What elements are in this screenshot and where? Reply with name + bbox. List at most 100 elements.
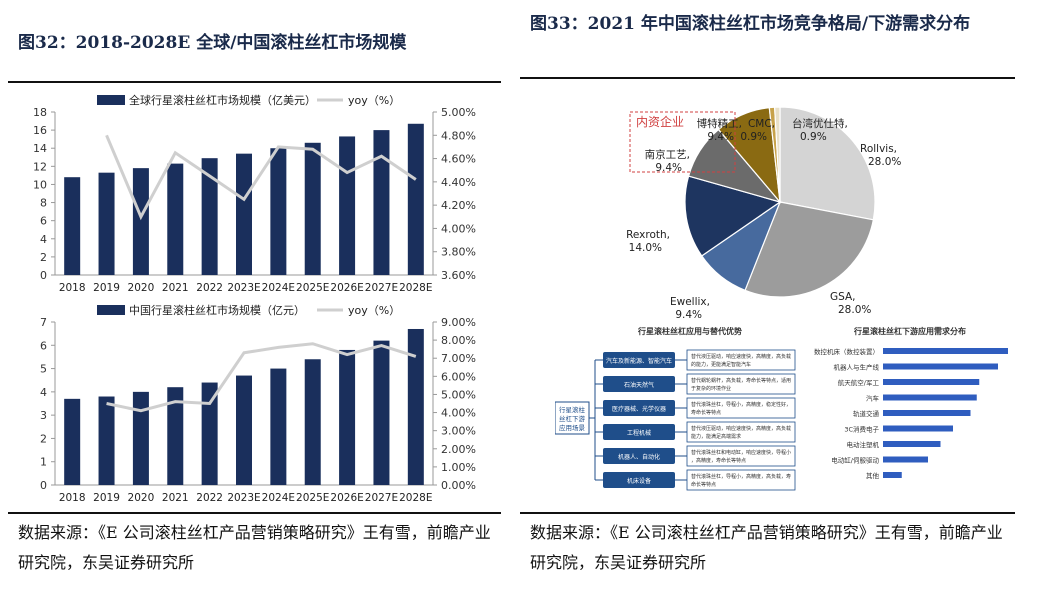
diagram-root-label: 行星滚柱: [559, 405, 586, 414]
demand-bar: [883, 394, 977, 401]
bar: [304, 142, 321, 275]
x-tick-label: 2019: [93, 282, 120, 294]
diagram-row-label: 机器人、自动化: [618, 453, 660, 461]
pie-label: 台湾优仕特,: [792, 117, 848, 130]
right-title-rule: [520, 77, 1015, 79]
bar: [407, 328, 424, 485]
y2-tick-label: 5.00%: [441, 106, 476, 119]
diagram-desc-line1: 替代滚珠丝杠，导程小，高精度，高负载，寿: [691, 473, 791, 480]
legend-line-label: yoy（%）: [348, 94, 400, 107]
bar: [167, 387, 184, 485]
left-source-rule: [8, 512, 501, 514]
pie-value-label: 0.9%: [740, 131, 767, 143]
pie-slice: [744, 201, 875, 298]
demand-bar: [883, 425, 953, 432]
y2-tick-label: 1.00%: [441, 461, 476, 474]
x-tick-label: 2024E: [262, 282, 295, 294]
diagram-desc-box: [686, 445, 796, 467]
bar: [132, 168, 149, 275]
x-tick-label: 2026E: [330, 282, 363, 294]
bar: [201, 382, 218, 485]
bar: [167, 163, 184, 275]
pie-label: 博特精工,: [697, 117, 742, 130]
demand-bar: [883, 379, 980, 385]
bar: [373, 130, 390, 275]
diagram-row-label: 工程机械: [627, 429, 651, 437]
legend-bar-swatch: [97, 305, 125, 315]
y-tick-label: 6: [40, 339, 47, 352]
x-tick-label: 2027E: [365, 492, 398, 504]
x-tick-label: 2019: [93, 492, 120, 504]
demand-bar: [883, 472, 902, 478]
legend-line-label: yoy（%）: [348, 304, 400, 317]
bar: [270, 368, 287, 485]
demand-category-label: 电动注塑机: [847, 440, 880, 449]
demand-bar: [883, 363, 998, 370]
demand-bar: [883, 456, 928, 463]
diagram-title: 行星滚柱丝杠应用与替代优势: [637, 326, 742, 336]
y2-tick-label: 7.00%: [441, 352, 476, 365]
demand-category-label: 汽车: [866, 394, 880, 403]
y-tick-label: 4: [40, 386, 47, 399]
y-tick-label: 8: [40, 197, 47, 210]
pie-value-label: 9.4%: [707, 131, 734, 143]
demand-category-label: 机器人与生产线: [834, 363, 880, 372]
diagram-row-box: [603, 400, 675, 416]
x-tick-label: 2025E: [296, 492, 329, 504]
y-tick-label: 2: [40, 251, 47, 264]
y2-tick-label: 4.40%: [441, 176, 476, 189]
diagram-row-label: 医疗器械、光学仪器: [612, 405, 666, 413]
diagram-desc-line1: 替代液压驱动，响应速度快，高精度，高负载: [691, 425, 791, 432]
diagram-desc-box: [686, 421, 796, 443]
x-tick-label: 2028E: [399, 492, 432, 504]
x-tick-label: 2023E: [227, 492, 260, 504]
x-tick-label: 2025E: [296, 282, 329, 294]
x-tick-label: 2018: [59, 492, 86, 504]
demand-category-label: 数控机床（数控装置）: [814, 347, 879, 356]
yoy-line: [105, 134, 417, 221]
pie-slice: [684, 175, 782, 257]
legend-bar-swatch: [97, 95, 125, 105]
x-tick-label: 2020: [128, 492, 155, 504]
diagram-root-box: [555, 401, 590, 435]
domestic-group-box: [629, 111, 736, 173]
y2-tick-label: 9.00%: [441, 316, 476, 329]
demand-category-label: 3C消费电子: [844, 425, 879, 434]
bar: [304, 359, 321, 485]
y-tick-label: 7: [40, 316, 47, 329]
x-tick-label: 2021: [162, 282, 189, 294]
x-tick-label: 2026E: [330, 492, 363, 504]
diagram-desc-line2: 的能力，更能满足智能汽车: [691, 361, 751, 368]
y2-tick-label: 4.00%: [441, 222, 476, 235]
diagram-desc-box: [686, 397, 796, 419]
y-tick-label: 5: [40, 363, 47, 376]
x-tick-label: 2024E: [262, 492, 295, 504]
left-title-rule: [8, 81, 501, 83]
left-source-text: 数据来源：《E 公司滚柱丝杠产品营销策略研究》王有雪，前瞻产业研究院，东吴证券研…: [18, 523, 491, 572]
diagram-desc-line1: 替代蜗轮蜗杆，高负载，寿命长等特点，适用: [691, 377, 791, 384]
china-market-chart: 0 1 2 3 4 5 6 7 0.00% 1.00% 2.00% 3.00% 4.00% 5.00% 6.…: [5, 300, 505, 505]
application-diagram: 行星滚柱丝杠应用与替代优势行星滚柱丝杠下游应用场景汽车及新能源、智能汽车替代液压…: [555, 326, 796, 491]
y-tick-label: 6: [40, 215, 47, 228]
bar: [64, 177, 81, 275]
bar: [132, 391, 149, 485]
pie-label: Rexroth,: [626, 229, 670, 241]
x-tick-label: 2020: [128, 282, 155, 294]
y2-tick-label: 3.80%: [441, 246, 476, 259]
pie-slice: [779, 106, 876, 221]
bar: [236, 153, 252, 275]
diagram-row-box: [603, 376, 675, 392]
y2-tick-label: 0.00%: [441, 479, 476, 492]
x-tick-label: 2027E: [365, 282, 398, 294]
diagram-desc-box: [686, 469, 796, 491]
diagram-row-box: [603, 352, 675, 368]
diagram-row-label: 汽车及新能源、智能汽车: [606, 357, 672, 365]
y-tick-label: 10: [33, 178, 47, 191]
bar: [373, 340, 390, 485]
y2-tick-label: 4.80%: [441, 129, 476, 142]
legend-bar-label: 全球行星滚柱丝杠市场规模（亿美元）: [129, 93, 316, 107]
diagram-desc-line1: 替代滚珠丝杠和电动缸，响应速度快，导程小: [691, 449, 791, 456]
y-tick-label: 18: [33, 106, 47, 119]
bar: [236, 375, 252, 485]
